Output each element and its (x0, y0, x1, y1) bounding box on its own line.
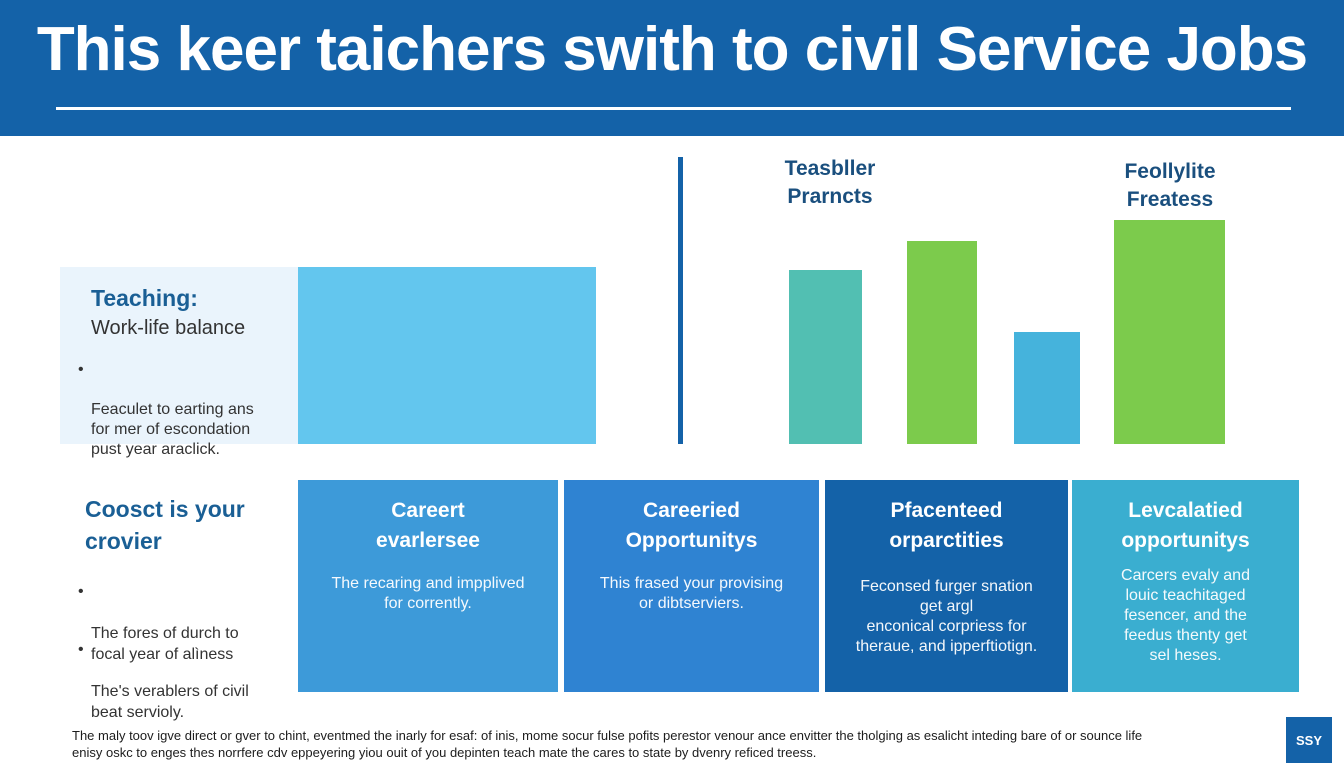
card-body: The recaring and impplived for corrently… (331, 575, 525, 612)
teaching-bullet-text: Feaculet to earting ans for mer of escon… (91, 401, 254, 458)
footer-badge: SSY (1286, 717, 1332, 763)
lower-bullet-text: The fores of durch to focal year of alìn… (91, 625, 239, 663)
lower-bullet-2: • The's verablers of civil beat servioly… (78, 639, 249, 744)
bullet-dot: • (78, 361, 84, 378)
teaching-panel (60, 267, 298, 444)
bar-2 (907, 241, 977, 444)
header-banner: This keer taichers swith to civil Servic… (0, 0, 1344, 136)
cost-title: Coosct is your crovier (85, 496, 245, 554)
card-title: Careert evarlersee (376, 499, 480, 552)
card-title: Levcalatied opportunitys (1121, 499, 1250, 552)
card-placement-opportunities: Pfacenteed orparctities Feconsed furger … (825, 480, 1068, 692)
teaching-title: Teaching: (91, 285, 198, 311)
card-body: Carcers evaly and louic teachitaged fese… (1121, 567, 1250, 664)
bullet-dot: • (78, 641, 84, 658)
teaching-bullet: • Feaculet to earting ans for mer of esc… (78, 360, 254, 480)
header-rule (56, 107, 1291, 110)
bar-3 (1014, 332, 1080, 444)
card-body: This frased your provising or dibtservie… (599, 575, 784, 612)
footer-note: The maly toov igve direct or gver to chi… (72, 728, 1143, 760)
card-title: Pfacenteed orparctities (889, 499, 1004, 552)
card-title: Careeried Opportunitys (625, 499, 758, 552)
card-career-experience: Careert evarlersee The recaring and impp… (298, 480, 558, 692)
page-title: This keer taichers swith to civil Servic… (36, 15, 1308, 84)
vertical-divider (678, 157, 683, 444)
bar-4 (1114, 220, 1225, 444)
card-localized-opportunities: Levcalatied opportunitys Carcers evaly a… (1072, 480, 1299, 692)
bar-label-left: Teasbller Prarncts (784, 157, 876, 208)
bar-1 (789, 270, 862, 444)
card-body: Feconsed furger snation get argl enconic… (855, 578, 1038, 655)
lower-bullet-1: • The fores of durch to focal year of al… (78, 581, 239, 686)
lower-bullet-text: The's verablers of civil beat servioly. (91, 683, 249, 721)
card-career-opportunities: Careeried Opportunitys This frased your … (564, 480, 819, 692)
teaching-subtitle: Work-life balance (91, 317, 246, 339)
bar-label-right: Feollylite Freatess (1124, 160, 1216, 211)
bullet-dot: • (78, 583, 84, 600)
teaching-bar (298, 267, 596, 444)
